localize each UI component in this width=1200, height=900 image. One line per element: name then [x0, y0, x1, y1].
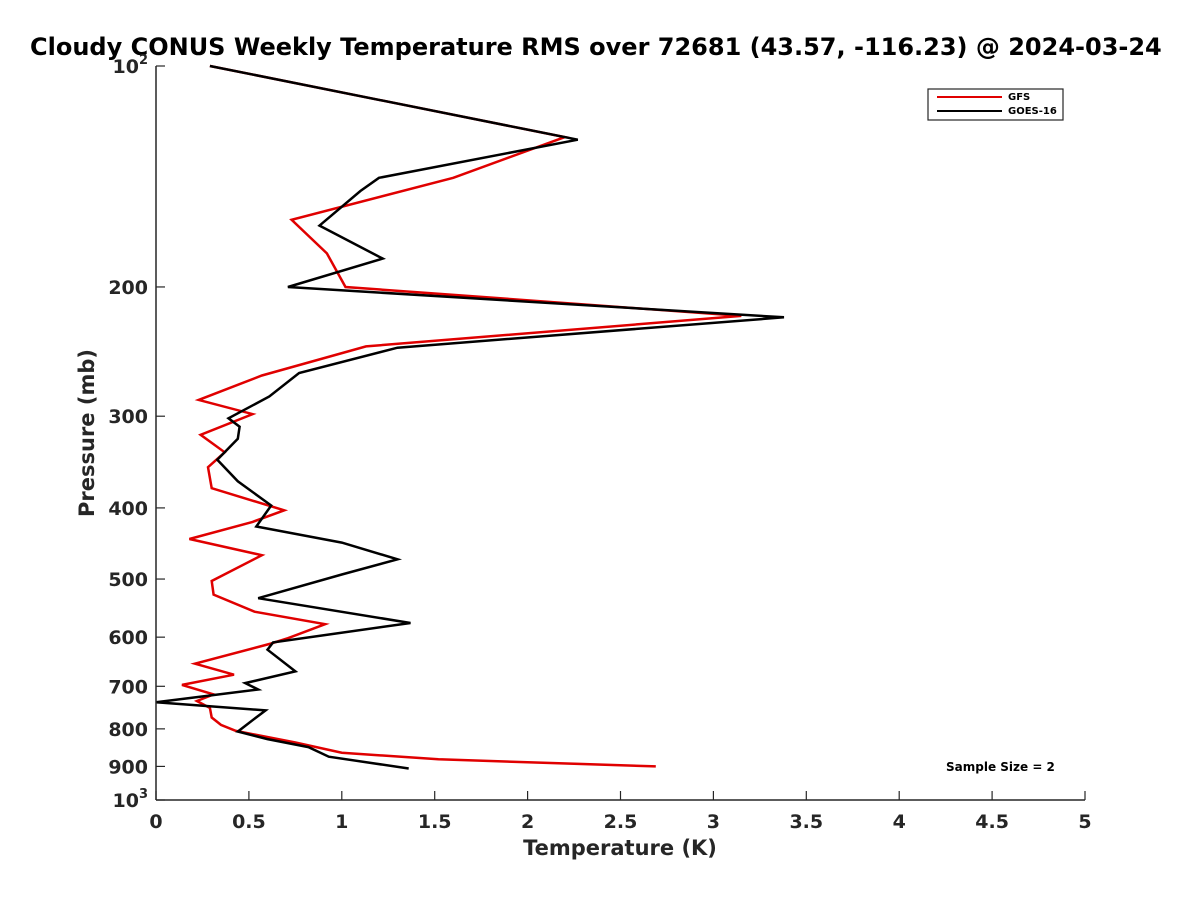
x-tick-label: 5 — [1078, 811, 1091, 833]
x-tick-label: 4.5 — [975, 811, 1009, 833]
x-tick-label: 1.5 — [418, 811, 452, 833]
x-tick-label: 0 — [149, 811, 162, 833]
y-tick-label: 500 — [108, 569, 148, 591]
chart-title: Cloudy CONUS Weekly Temperature RMS over… — [30, 33, 1162, 61]
y-tick-label: 102 — [113, 53, 149, 78]
y-tick-label: 300 — [108, 406, 148, 428]
x-tick-label: 0.5 — [232, 811, 266, 833]
series-line-gfs — [181, 64, 742, 768]
x-axis-label: Temperature (K) — [523, 836, 717, 860]
y-tick-label: 900 — [108, 756, 148, 778]
y-tick-label: 800 — [108, 719, 148, 741]
series-line-goes-16 — [155, 64, 785, 770]
sample-size-annotation: Sample Size = 2 — [946, 760, 1055, 774]
x-tick-label: 3.5 — [789, 811, 823, 833]
y-tick-label: 600 — [108, 627, 148, 649]
x-tick-label: 1 — [335, 811, 348, 833]
legend-label-gfs: GFS — [1008, 92, 1030, 103]
x-tick-label: 4 — [893, 811, 906, 833]
y-ticks: 102 200 300 400 500 600 700 800 900 103 — [108, 53, 165, 812]
legend: GFS GOES-16 — [927, 88, 1064, 121]
legend-box — [927, 88, 1064, 121]
y-tick-label: 200 — [108, 277, 148, 299]
x-tick-label: 3 — [707, 811, 720, 833]
y-tick-label: 700 — [108, 676, 148, 698]
legend-label-goes-16: GOES-16 — [1008, 106, 1057, 117]
y-tick-label: 103 — [113, 787, 149, 812]
y-axis-label: Pressure (mb) — [75, 349, 99, 517]
y-tick-label: 400 — [108, 498, 148, 520]
x-ticks: 0 0.5 1 1.5 2 2.5 3 3.5 4 4.5 5 — [149, 791, 1092, 833]
plot-area — [155, 64, 785, 770]
x-tick-label: 2 — [521, 811, 534, 833]
x-tick-label: 2.5 — [604, 811, 638, 833]
